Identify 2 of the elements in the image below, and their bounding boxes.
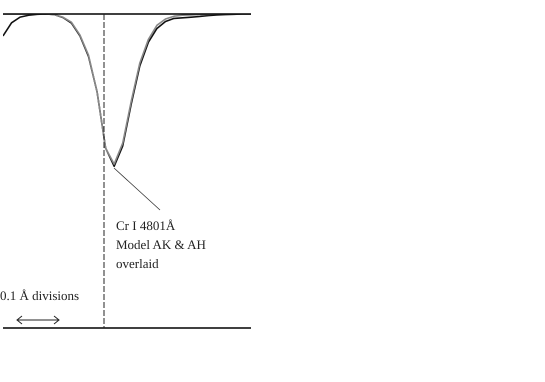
annotation: Cr I 4801Å Model AK & AH overlaid [116, 217, 206, 273]
annotation: 0.1 Å divisions [0, 288, 80, 304]
